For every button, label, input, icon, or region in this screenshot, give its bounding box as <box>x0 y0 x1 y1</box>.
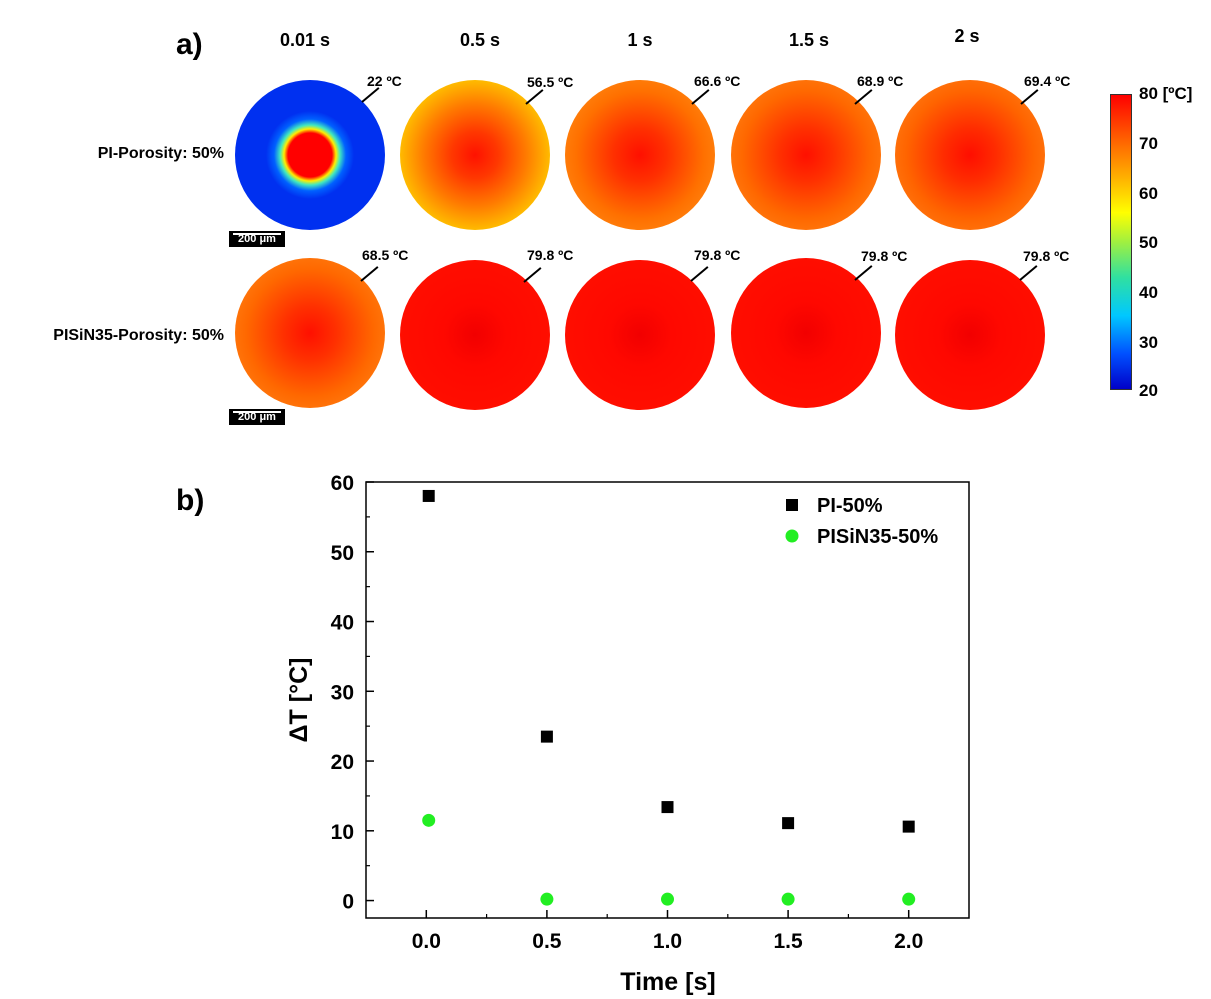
temperature-map-pisin35-2s <box>895 260 1045 410</box>
x-tick-label: 2.0 <box>894 930 923 953</box>
colorbar-tick-label: 20 <box>1139 381 1158 400</box>
y-tick-label: 40 <box>331 612 354 635</box>
temperature-label: 66.6 ºC <box>694 73 741 89</box>
temperature-map-pisin35-0.5s <box>400 260 550 410</box>
temperature-map-pi-0.01s <box>235 80 385 230</box>
temperature-label: 69.4 ºC <box>1024 73 1071 89</box>
data-point-square <box>661 801 674 814</box>
y-tick-label: 50 <box>331 542 354 565</box>
x-tick-label: 1.0 <box>653 930 682 953</box>
panel-b-label: b) <box>176 484 205 517</box>
colorbar-tick-label: 70 <box>1139 134 1158 153</box>
colorbar-tick-label: 50 <box>1139 233 1158 252</box>
scale-bar: 200 μm <box>229 231 285 247</box>
time-label: 0.5 s <box>459 30 501 50</box>
temperature-label: 56.5 ºC <box>527 74 574 90</box>
time-label: 0.01 s <box>279 30 331 50</box>
temperature-label: 68.5 ºC <box>362 247 409 263</box>
data-point-square <box>782 817 795 830</box>
legend-marker-circle <box>785 529 799 543</box>
temperature-map-pisin35-1.5s <box>731 258 881 408</box>
time-label: 1 s <box>627 30 653 50</box>
colorbar-tick-label: 60 <box>1139 184 1158 203</box>
data-point-circle <box>540 892 554 906</box>
data-point-circle <box>422 813 436 827</box>
legend: PI-50% PISiN35-50% <box>785 495 938 548</box>
temperature-label: 22 ºC <box>367 73 402 89</box>
data-point-circle <box>781 892 795 906</box>
data-point-square <box>540 730 553 743</box>
x-tick-label: 0.0 <box>412 930 441 953</box>
y-tick-label: 30 <box>331 681 354 704</box>
data-point-circle <box>902 892 916 906</box>
temperature-map-pi-1s <box>565 80 715 230</box>
temperature-label: 79.8 ºC <box>1023 248 1070 264</box>
x-axis-title: Time [s] <box>620 968 715 996</box>
temperature-label: 68.9 ºC <box>857 73 904 89</box>
y-tick-label: 0 <box>342 891 354 914</box>
y-tick-label: 60 <box>331 472 354 495</box>
data-point-circle <box>661 892 674 906</box>
legend-label: PISiN35-50% <box>817 526 938 548</box>
temperature-map-pi-0.5s <box>400 80 550 230</box>
temperature-map-pisin35-0.01s <box>235 258 385 408</box>
axis-ticks: 0.0 0.5 1.0 1.5 2.0 0 10 20 30 40 50 60 <box>331 472 924 953</box>
colorbar-max-label: 80 [ºC] <box>1139 84 1193 103</box>
time-label: 2 s <box>954 26 980 46</box>
data-point-square <box>902 820 915 833</box>
temperature-map-pi-2s <box>895 80 1045 230</box>
scale-bar: 200 μm <box>229 409 285 425</box>
temperature-map-pi-1.5s <box>731 80 881 230</box>
panel-a-label: a) <box>176 28 203 61</box>
data-point-square <box>422 489 435 502</box>
row-label-pi: PI-Porosity: 50% <box>97 145 224 162</box>
legend-marker-square <box>786 499 798 511</box>
temperature-label: 79.8 ºC <box>861 248 908 264</box>
colorbar-tick-label: 40 <box>1139 283 1158 302</box>
row-label-pisin35: PISiN35-Porosity: 50% <box>53 327 224 344</box>
data-marks <box>422 489 916 906</box>
colorbar <box>1110 94 1132 390</box>
y-tick-label: 10 <box>331 821 354 844</box>
scale-bar-label: 200 μm <box>238 233 276 245</box>
x-tick-label: 1.5 <box>773 930 803 953</box>
temperature-label: 79.8 ºC <box>694 247 741 263</box>
scale-bar-label: 200 μm <box>238 411 276 423</box>
y-axis-title: ΔT [°C] <box>285 658 313 743</box>
legend-label: PI-50% <box>817 495 883 517</box>
time-label: 1.5 s <box>788 30 830 50</box>
temperature-map-pisin35-1s <box>565 260 715 410</box>
x-tick-label: 0.5 <box>532 930 562 953</box>
temperature-label: 79.8 ºC <box>527 247 574 263</box>
colorbar-tick-label: 30 <box>1139 333 1158 352</box>
y-tick-label: 20 <box>331 751 354 774</box>
